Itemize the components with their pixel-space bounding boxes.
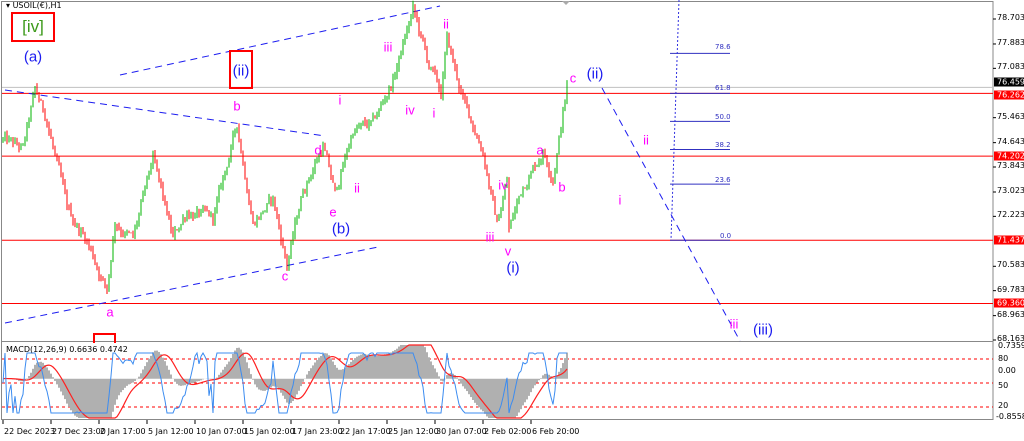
wave-box-bottom — [93, 333, 116, 343]
wave-label: b — [558, 179, 566, 195]
macd-axis-label: 50 — [998, 381, 1009, 390]
price-tick-label: 77.083 — [997, 62, 1024, 72]
elliott-trendline — [4, 246, 379, 324]
symbol-label[interactable]: ▾ USOIL(€),H1 — [6, 1, 62, 10]
fib-label: 38.2 — [715, 141, 731, 149]
elliott-trendline — [119, 5, 441, 76]
candles — [2, 0, 568, 295]
wave-label: e — [329, 204, 337, 220]
time-tick-label: 10 Jan 07:00 — [196, 427, 247, 436]
macd-axis-label: 0.00 — [998, 366, 1016, 375]
price-tick-label: 78.703 — [997, 13, 1024, 22]
macd-axis-label: -0.8558 — [996, 412, 1024, 421]
chart-frame — [1, 1, 994, 420]
fib-label: 0.0 — [720, 232, 732, 240]
time-tick-label: 2 Jan 17:00 — [100, 427, 146, 436]
wave-label: (iii) — [753, 321, 773, 339]
wave-label: i — [432, 105, 436, 121]
axis-ticks — [2, 18, 996, 424]
wave-label: a — [536, 142, 544, 158]
wave-label: a — [106, 304, 114, 320]
chart-border — [1, 1, 994, 420]
price-tick-label: 73.023 — [997, 185, 1024, 195]
wave-label: iii — [383, 39, 393, 55]
fib-label: 50.0 — [715, 113, 731, 121]
trendlines — [4, 0, 741, 342]
time-tick-label: 15 Jan 02:00 — [244, 427, 295, 436]
current-price-box: 76.459 — [994, 77, 1024, 87]
horizontal-levels — [2, 86, 993, 305]
wave-label: (b) — [331, 220, 351, 238]
oscillator-line — [2, 351, 567, 414]
macd-title: MACD(12,26,9) 0.6636 0.4742 — [6, 345, 128, 354]
wave-label: ii — [354, 180, 360, 196]
macd-panel — [2, 344, 993, 419]
wave-label: iii — [729, 316, 739, 332]
time-tick-label: 22 Dec 2023 — [4, 427, 56, 436]
price-tick-label: 74.643 — [997, 136, 1024, 146]
wave-label: ii — [643, 132, 649, 148]
wave-label: (ii) — [232, 62, 250, 80]
scroll-marker-icon — [562, 1, 570, 5]
macd-axis-label: 80 — [998, 354, 1009, 363]
wave-label: i — [338, 92, 342, 108]
wave-label: (a) — [23, 48, 43, 66]
price-tick-label: 75.463 — [997, 111, 1024, 121]
wave-label: iv — [498, 177, 508, 193]
time-tick-label: 2 Feb 02:00 — [484, 427, 532, 436]
level-price-box: 76.262 — [994, 90, 1024, 100]
wave-label: v — [504, 243, 512, 259]
price-tick-label: 68.163 — [997, 334, 1024, 343]
time-tick-label: 30 Jan 07:00 — [436, 427, 487, 436]
wave-label: d — [314, 142, 322, 158]
wave-label: c — [569, 70, 577, 86]
wave-box-ii — [229, 50, 253, 89]
time-tick-label: 17 Jan 23:00 — [292, 427, 343, 436]
time-tick-label: 6 Feb 20:00 — [532, 427, 580, 436]
wave-label: c — [281, 268, 289, 284]
price-tick-label: 72.223 — [997, 210, 1024, 220]
fib-label: 23.6 — [715, 176, 731, 184]
level-price-box: 69.360 — [994, 298, 1024, 308]
fib-label: 61.8 — [715, 84, 731, 92]
macd-axis-label: 20 — [998, 401, 1009, 410]
price-tick-label: 73.843 — [997, 161, 1024, 170]
time-tick-label: 25 Jan 12:00 — [388, 427, 439, 436]
wave-label: i — [618, 192, 622, 208]
price-tick-label: 69.783 — [997, 284, 1024, 294]
elliott-trendline — [601, 87, 741, 342]
symbol-text: USOIL(€),H1 — [12, 1, 62, 10]
fib-vertical-line — [670, 0, 680, 241]
wave-box-iv — [11, 12, 55, 42]
wave-label: iii — [485, 229, 495, 245]
wave-label: iv — [405, 102, 415, 118]
macd-signal-line — [2, 344, 568, 419]
macd-axis-label: 0.7359 — [998, 341, 1024, 350]
time-tick-label: 22 Jan 17:00 — [340, 427, 391, 436]
wave-label: b — [233, 98, 241, 114]
wave-label: (ii) — [586, 65, 604, 83]
elliott-trendline — [4, 89, 326, 137]
wave-label: ii — [443, 16, 449, 32]
level-price-box: 74.202 — [994, 151, 1024, 161]
level-price-box: 71.437 — [994, 235, 1024, 245]
price-tick-label: 68.963 — [997, 309, 1024, 319]
time-tick-label: 5 Jan 12:00 — [148, 427, 194, 436]
wave-label: [iv] — [22, 17, 44, 36]
wave-label: (i) — [506, 259, 520, 277]
fib-label: 78.6 — [715, 43, 731, 51]
price-tick-label: 77.883 — [997, 37, 1024, 47]
price-tick-label: 70.583 — [997, 260, 1024, 270]
time-tick-label: 27 Dec 23:00 — [52, 427, 106, 436]
